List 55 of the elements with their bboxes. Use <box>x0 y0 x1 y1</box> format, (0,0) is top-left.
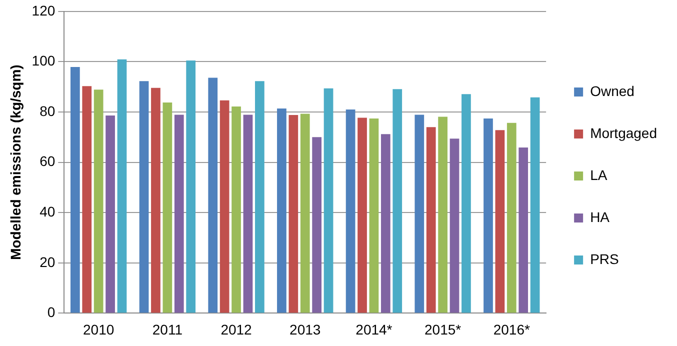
bar <box>438 116 448 313</box>
bar <box>495 130 505 313</box>
bar <box>300 114 310 313</box>
bar <box>462 94 471 313</box>
x-tick-label: 2015* <box>424 321 462 338</box>
x-tick-label: 2013 <box>290 321 321 338</box>
x-tick-label: 2011 <box>152 321 183 338</box>
y-tick-label: 120 <box>32 2 56 18</box>
legend-label: HA <box>590 208 610 225</box>
bar <box>139 81 149 313</box>
bar <box>94 90 104 313</box>
y-tick-label: 80 <box>40 102 56 119</box>
legend-label: PRS <box>590 250 619 267</box>
bar <box>392 89 402 313</box>
x-tick-label: 2010 <box>83 321 114 338</box>
bar <box>208 78 218 313</box>
bar <box>186 60 196 313</box>
bar <box>82 86 92 313</box>
bar <box>380 134 390 313</box>
bar <box>174 114 184 313</box>
bar <box>70 66 80 313</box>
bar <box>151 88 160 313</box>
bar <box>162 102 172 313</box>
bar <box>518 147 528 313</box>
bar <box>117 59 127 313</box>
y-tick-label: 100 <box>32 52 56 69</box>
legend-label: Owned <box>590 82 634 99</box>
bar <box>484 118 493 313</box>
bar <box>243 114 253 313</box>
y-axis-title: Modelled emissions (kg/sqm) <box>7 64 24 260</box>
y-tick-label: 60 <box>40 153 56 170</box>
bar <box>426 127 436 313</box>
x-tick-label: 2012 <box>220 321 252 338</box>
bar <box>358 118 367 313</box>
bar <box>288 115 298 313</box>
bar <box>312 137 322 313</box>
x-tick-label: 2016* <box>493 321 530 338</box>
bar <box>324 88 334 313</box>
y-tick-label: 40 <box>40 203 56 220</box>
bar <box>346 109 356 313</box>
bar <box>506 122 516 313</box>
bar <box>232 106 241 313</box>
bar <box>254 81 264 313</box>
bar <box>369 118 379 313</box>
legend-label: LA <box>590 166 608 183</box>
bar <box>220 100 230 313</box>
bar <box>277 108 286 313</box>
y-tick-label: 20 <box>40 254 56 270</box>
bar <box>530 97 540 313</box>
x-tick-label: 2014* <box>356 321 393 338</box>
bar <box>414 114 424 313</box>
legend-label: Mortgaged <box>590 124 658 141</box>
bar <box>106 116 115 313</box>
y-tick-label: 0 <box>47 304 56 320</box>
bar <box>450 138 460 313</box>
